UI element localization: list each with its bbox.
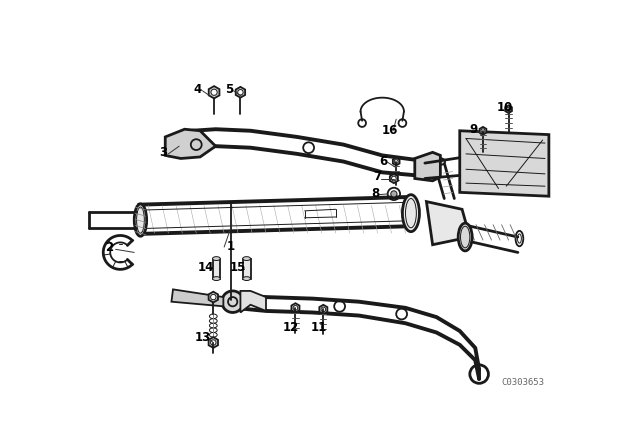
Polygon shape [209, 337, 218, 348]
Circle shape [394, 159, 398, 164]
Circle shape [293, 306, 298, 310]
Text: 2: 2 [106, 241, 113, 254]
Text: 10: 10 [497, 101, 513, 114]
Circle shape [391, 191, 397, 197]
Text: 7: 7 [372, 170, 381, 184]
Text: 16: 16 [382, 124, 398, 137]
Text: 1: 1 [227, 240, 235, 253]
Text: 4: 4 [194, 83, 202, 96]
Text: 13: 13 [195, 331, 211, 344]
Bar [212, 258, 220, 279]
Circle shape [211, 89, 217, 95]
Polygon shape [393, 158, 399, 165]
Polygon shape [172, 289, 223, 306]
Polygon shape [460, 131, 549, 196]
Polygon shape [390, 174, 398, 183]
Polygon shape [479, 127, 486, 134]
Circle shape [481, 129, 485, 133]
Text: 5: 5 [225, 83, 234, 96]
Text: 11: 11 [310, 321, 327, 334]
Polygon shape [236, 87, 245, 98]
Circle shape [211, 340, 216, 345]
Polygon shape [505, 105, 512, 113]
Text: 14: 14 [198, 261, 214, 274]
Polygon shape [426, 202, 470, 245]
Text: 3: 3 [159, 146, 167, 159]
Ellipse shape [403, 195, 419, 232]
Polygon shape [209, 86, 220, 99]
Text: 12: 12 [283, 321, 299, 334]
Text: 9: 9 [470, 123, 478, 136]
Ellipse shape [458, 223, 472, 251]
Text: 8: 8 [371, 187, 380, 200]
Circle shape [321, 307, 326, 312]
Circle shape [211, 294, 216, 300]
Circle shape [222, 291, 244, 313]
Text: 6: 6 [380, 155, 388, 168]
Text: 15: 15 [230, 261, 246, 274]
Ellipse shape [212, 257, 220, 260]
Polygon shape [291, 303, 300, 313]
Ellipse shape [134, 204, 147, 236]
Ellipse shape [243, 257, 250, 260]
Polygon shape [165, 129, 216, 159]
Bar [243, 258, 250, 279]
Polygon shape [241, 291, 266, 313]
Text: C0303653: C0303653 [502, 378, 545, 387]
Polygon shape [415, 152, 440, 181]
Circle shape [237, 90, 243, 95]
Ellipse shape [434, 158, 445, 165]
Ellipse shape [212, 277, 220, 280]
Ellipse shape [243, 277, 250, 280]
Polygon shape [319, 305, 328, 314]
Circle shape [507, 107, 511, 111]
Circle shape [392, 176, 396, 181]
Polygon shape [209, 292, 218, 302]
